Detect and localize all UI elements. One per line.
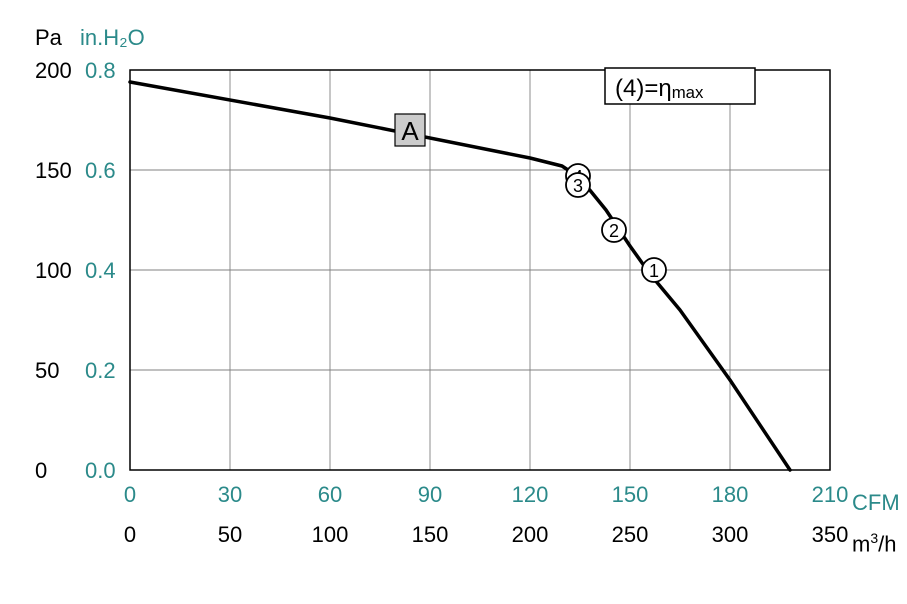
svg-text:200: 200 bbox=[512, 522, 549, 547]
svg-text:0: 0 bbox=[124, 522, 136, 547]
svg-text:50: 50 bbox=[35, 358, 59, 383]
svg-text:350: 350 bbox=[812, 522, 849, 547]
svg-text:A: A bbox=[401, 116, 419, 146]
svg-text:50: 50 bbox=[218, 522, 242, 547]
svg-text:0: 0 bbox=[124, 482, 136, 507]
svg-text:0.4: 0.4 bbox=[85, 258, 116, 283]
chart-svg: 0501001502000.00.20.40.60.80306090120150… bbox=[0, 0, 907, 604]
y-primary-label: Pa bbox=[35, 25, 62, 51]
svg-text:210: 210 bbox=[812, 482, 849, 507]
svg-text:0: 0 bbox=[35, 458, 47, 483]
point-marker-1: 1 bbox=[642, 258, 666, 282]
svg-text:200: 200 bbox=[35, 58, 72, 83]
svg-text:100: 100 bbox=[35, 258, 72, 283]
svg-text:0.2: 0.2 bbox=[85, 358, 116, 383]
svg-text:180: 180 bbox=[712, 482, 749, 507]
svg-text:300: 300 bbox=[712, 522, 749, 547]
point-marker-2: 2 bbox=[602, 218, 626, 242]
y-secondary-label: in.H₂O bbox=[80, 25, 145, 51]
svg-text:1: 1 bbox=[649, 261, 659, 281]
svg-text:250: 250 bbox=[612, 522, 649, 547]
svg-text:150: 150 bbox=[35, 158, 72, 183]
x-secondary-label: CFM bbox=[852, 490, 900, 516]
svg-text:3: 3 bbox=[573, 176, 583, 196]
fan-curve-chart: 0501001502000.00.20.40.60.80306090120150… bbox=[0, 0, 907, 604]
svg-text:0.8: 0.8 bbox=[85, 58, 116, 83]
svg-text:150: 150 bbox=[412, 522, 449, 547]
svg-text:60: 60 bbox=[318, 482, 342, 507]
point-marker-3: 3 bbox=[566, 173, 590, 197]
svg-text:120: 120 bbox=[512, 482, 549, 507]
svg-text:0.6: 0.6 bbox=[85, 158, 116, 183]
svg-text:100: 100 bbox=[312, 522, 349, 547]
svg-text:30: 30 bbox=[218, 482, 242, 507]
svg-text:0.0: 0.0 bbox=[85, 458, 116, 483]
svg-text:2: 2 bbox=[609, 221, 619, 241]
svg-text:90: 90 bbox=[418, 482, 442, 507]
svg-text:150: 150 bbox=[612, 482, 649, 507]
x-primary-label: m3/h bbox=[852, 530, 896, 557]
